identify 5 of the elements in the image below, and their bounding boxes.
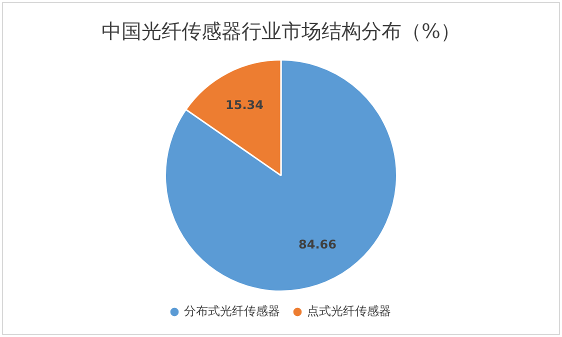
chart-title: 中国光纤传感器行业市场结构分布（%） (101, 19, 461, 44)
legend-label: 分布式光纤传感器 (184, 304, 280, 318)
legend-label: 点式光纤传感器 (307, 304, 391, 318)
data-label: 15.34 (226, 98, 264, 112)
data-label: 84.66 (298, 237, 336, 252)
